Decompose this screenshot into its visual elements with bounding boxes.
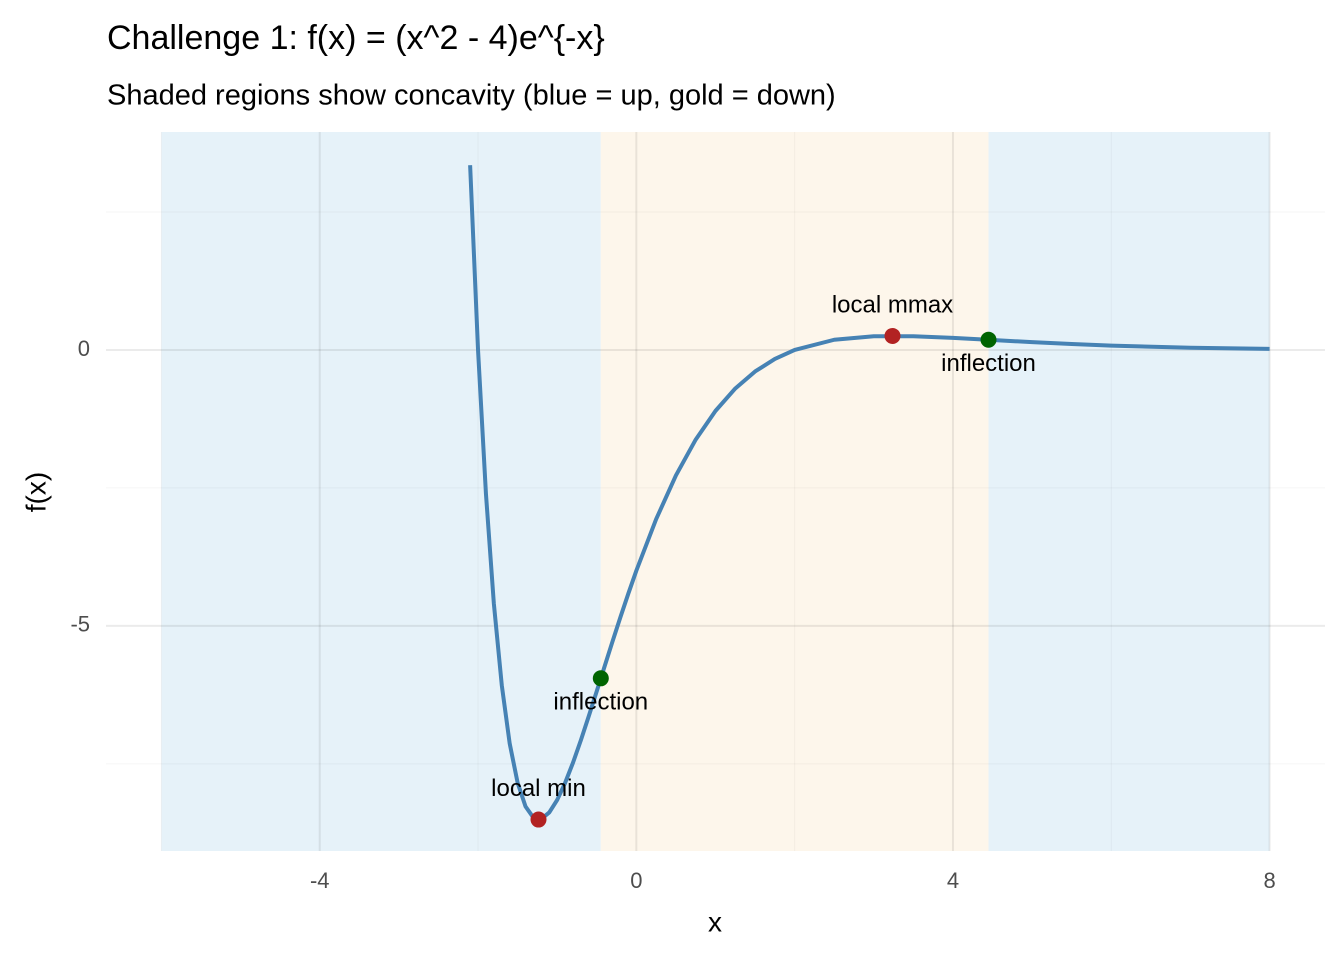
chart-subtitle: Shaded regions show concavity (blue = up… [107, 80, 836, 112]
y-axis-title: f(x) [20, 472, 51, 512]
y-tick-label: 0 [78, 336, 90, 361]
x-tick-label: 4 [947, 868, 959, 893]
function-line [468, 165, 1270, 821]
x-tick-label: -4 [310, 868, 330, 893]
concavity-region [161, 132, 601, 851]
x-tick-label: 0 [630, 868, 642, 893]
chart-title: Challenge 1: f(x) = (x^2 - 4)e^{-x} [107, 19, 605, 57]
x-axis-title: x [708, 906, 722, 937]
point-label: inflection [553, 689, 648, 716]
concavity-region [988, 132, 1270, 851]
critical-point [884, 327, 901, 344]
critical-point [592, 670, 609, 687]
x-tick-label: 8 [1263, 868, 1275, 893]
point-label: local mmax [832, 291, 953, 318]
point-label: local min [491, 775, 586, 802]
critical-point [980, 331, 997, 348]
critical-point [530, 811, 547, 828]
point-label: inflection [941, 350, 1036, 377]
concavity-region [600, 132, 989, 851]
y-tick-label: -5 [70, 612, 90, 637]
